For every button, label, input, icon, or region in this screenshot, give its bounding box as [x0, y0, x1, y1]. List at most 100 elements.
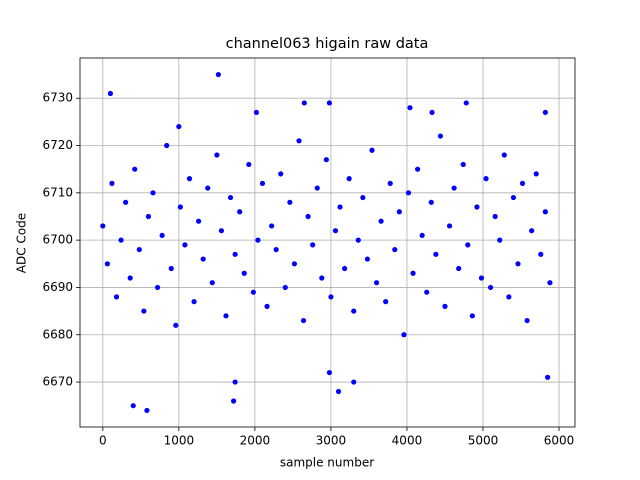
point	[113, 294, 120, 300]
point	[269, 223, 275, 229]
point	[326, 369, 333, 376]
point	[335, 388, 342, 395]
point	[264, 303, 270, 309]
point	[501, 152, 507, 158]
point	[144, 407, 150, 414]
y-tick-label: 6700	[42, 233, 73, 247]
point	[159, 232, 165, 239]
y-axis-label: ADC Code	[15, 213, 29, 273]
y-tick-label: 6680	[42, 327, 73, 341]
plot-frame	[79, 57, 576, 428]
point	[355, 237, 361, 243]
point	[232, 379, 238, 385]
point	[250, 289, 256, 295]
point	[410, 270, 416, 276]
point	[301, 100, 307, 106]
point	[136, 246, 142, 253]
point	[176, 123, 182, 130]
point	[200, 256, 206, 262]
point	[346, 176, 352, 182]
point	[456, 265, 462, 272]
y-tick-label: 6670	[42, 375, 73, 389]
point	[351, 308, 357, 314]
point	[378, 218, 384, 224]
point	[351, 379, 357, 385]
point	[141, 308, 147, 314]
point	[465, 242, 471, 248]
chart-title: channel063 higain raw data	[226, 36, 429, 52]
point	[100, 223, 106, 229]
x-tick-label: 5000	[468, 434, 499, 448]
point	[415, 166, 421, 172]
point	[478, 275, 485, 281]
point	[337, 204, 343, 210]
point	[510, 194, 517, 201]
point	[442, 303, 448, 309]
point	[360, 194, 366, 201]
point	[123, 199, 129, 205]
point	[214, 152, 220, 158]
point	[533, 171, 539, 177]
point	[218, 228, 225, 234]
point	[401, 332, 407, 338]
point	[492, 213, 498, 220]
point	[474, 204, 480, 210]
point	[241, 270, 247, 276]
point	[246, 161, 252, 168]
point	[483, 176, 489, 182]
point	[319, 275, 325, 281]
point	[278, 171, 284, 177]
point	[253, 109, 260, 116]
point	[305, 213, 311, 220]
point	[196, 218, 202, 224]
x-tick-label: 3000	[316, 434, 347, 448]
point	[287, 199, 293, 205]
point	[369, 147, 375, 153]
point	[130, 403, 136, 409]
point	[132, 166, 138, 172]
point	[300, 317, 307, 324]
point	[173, 322, 179, 328]
point	[547, 280, 553, 286]
x-tick-label: 0	[99, 434, 107, 448]
point	[230, 398, 237, 404]
point	[437, 133, 444, 139]
point	[209, 280, 215, 286]
point	[529, 228, 535, 234]
point	[326, 100, 333, 106]
x-axis-label: sample number	[280, 456, 374, 470]
x-tick-label: 6000	[544, 434, 575, 448]
point	[255, 237, 261, 243]
point	[150, 190, 156, 196]
point	[296, 138, 302, 144]
y-tick-label: 6720	[42, 138, 73, 152]
point	[109, 180, 115, 186]
point	[451, 185, 457, 191]
point	[273, 246, 279, 253]
point	[104, 261, 110, 267]
point	[519, 180, 526, 186]
point	[237, 209, 243, 215]
point	[419, 232, 425, 239]
point	[164, 142, 170, 149]
y-tick-label: 6710	[42, 185, 73, 199]
point	[429, 109, 435, 116]
point	[392, 246, 398, 253]
point	[223, 313, 229, 319]
point	[428, 199, 434, 205]
point	[373, 280, 380, 286]
x-tick-label: 1000	[164, 434, 195, 448]
point	[396, 209, 402, 215]
point	[506, 294, 512, 300]
point	[460, 161, 466, 168]
point	[387, 180, 393, 186]
point	[332, 228, 339, 234]
point	[545, 374, 551, 380]
point	[323, 157, 329, 163]
point	[497, 237, 503, 243]
point	[407, 105, 413, 111]
point	[542, 209, 548, 215]
point	[314, 185, 320, 191]
point	[154, 284, 161, 291]
